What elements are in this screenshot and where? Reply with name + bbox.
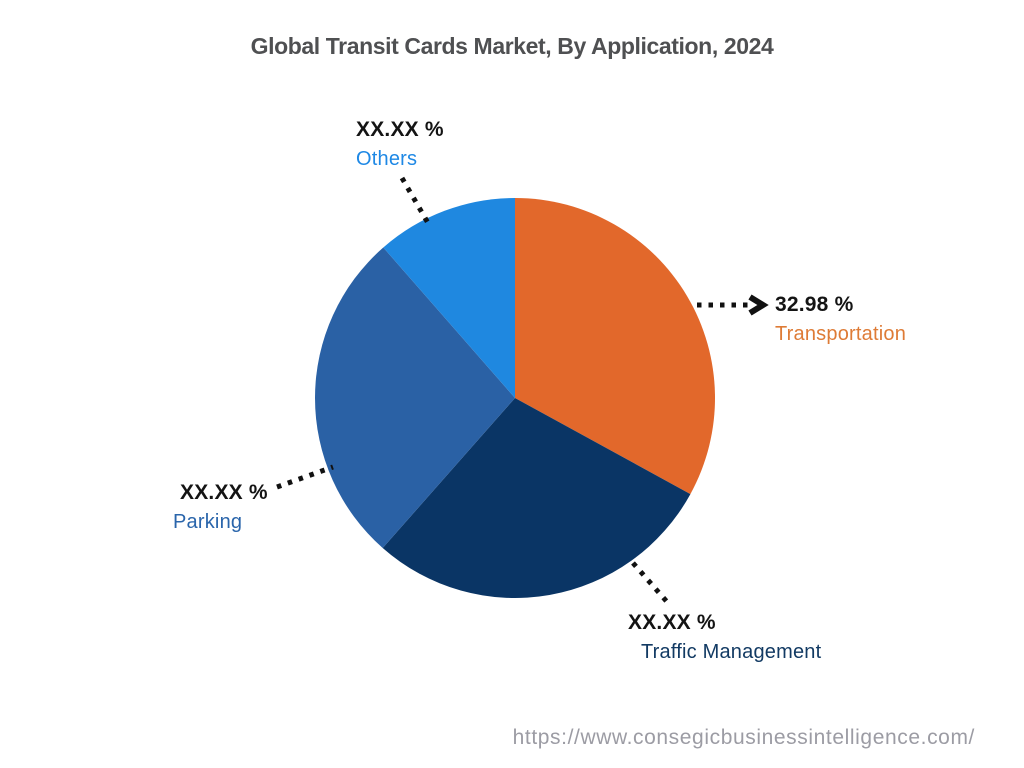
segment-name-traffic-management: Traffic Management <box>641 641 822 663</box>
segment-value-others: XX.XX % <box>356 118 444 141</box>
pie-slice-transportation <box>515 198 716 495</box>
segment-label-others: XX.XX % Others <box>356 119 444 169</box>
leader-line-parking <box>276 464 334 490</box>
arrowhead-transportation-icon <box>748 294 769 316</box>
footer-url: https://www.consegicbusinessintelligence… <box>512 726 975 749</box>
segment-name-parking: Parking <box>173 511 243 533</box>
segment-name-transportation: Transportation <box>775 323 907 345</box>
segment-label-transportation: 32.98 % Transportation <box>775 294 906 344</box>
pie-slice-traffic-management <box>382 398 691 599</box>
leader-line-traffic-management <box>631 561 670 605</box>
segment-label-parking: XX.XX % Parking <box>173 481 268 532</box>
leader-line-others <box>399 176 431 225</box>
pie-slice-others <box>383 198 515 398</box>
segment-value-parking: XX.XX % <box>180 481 268 504</box>
chart-title: Global Transit Cards Market, By Applicat… <box>250 33 774 59</box>
pie-slice-parking <box>315 247 515 548</box>
segment-name-others: Others <box>356 148 418 170</box>
segment-value-traffic-management: XX.XX % <box>628 611 716 634</box>
segment-value-transportation: 32.98 % <box>775 293 854 316</box>
pie-slices-group <box>315 198 716 599</box>
segment-label-traffic-management: XX.XX % Traffic Management <box>628 612 821 662</box>
